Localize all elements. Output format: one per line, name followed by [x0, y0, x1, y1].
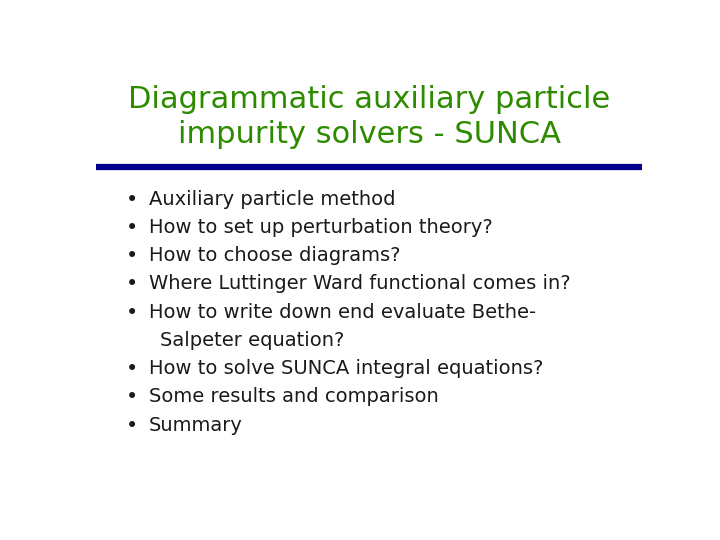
Text: •: • — [126, 388, 138, 408]
Text: •: • — [126, 359, 138, 379]
Text: Some results and comparison: Some results and comparison — [148, 388, 438, 407]
Text: •: • — [126, 416, 138, 436]
Text: •: • — [126, 274, 138, 294]
Text: How to set up perturbation theory?: How to set up perturbation theory? — [148, 218, 492, 237]
Text: •: • — [126, 246, 138, 266]
Text: •: • — [126, 190, 138, 210]
Text: How to choose diagrams?: How to choose diagrams? — [148, 246, 400, 265]
Text: How to write down end evaluate Bethe-: How to write down end evaluate Bethe- — [148, 302, 536, 322]
Text: Auxiliary particle method: Auxiliary particle method — [148, 190, 395, 208]
Text: Where Luttinger Ward functional comes in?: Where Luttinger Ward functional comes in… — [148, 274, 570, 293]
Text: Summary: Summary — [148, 416, 243, 435]
Text: How to solve SUNCA integral equations?: How to solve SUNCA integral equations? — [148, 359, 543, 378]
Text: •: • — [126, 302, 138, 322]
Text: •: • — [126, 218, 138, 238]
Text: Salpeter equation?: Salpeter equation? — [160, 331, 344, 350]
Text: Diagrammatic auxiliary particle
impurity solvers - SUNCA: Diagrammatic auxiliary particle impurity… — [128, 85, 610, 148]
